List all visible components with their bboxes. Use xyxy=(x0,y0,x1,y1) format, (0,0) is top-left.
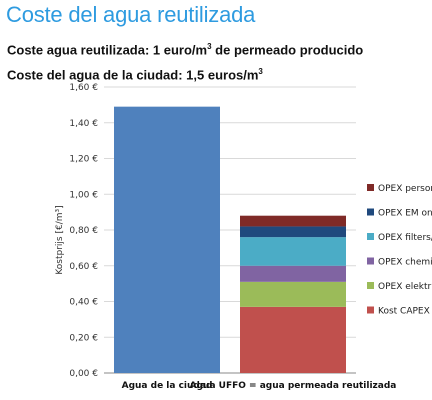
slide-title: Coste del agua reutilizada xyxy=(6,2,256,27)
x-category-label: Agua UFFO = agua permeada reutilizada xyxy=(190,381,397,391)
reused-water-cost-line: Coste agua reutilizada: 1 euro/m3 de per… xyxy=(7,42,363,57)
reused-water-cost-text: Coste agua reutilizada: 1 euro/m xyxy=(7,42,208,58)
legend-label: OPEX elektri xyxy=(378,282,432,292)
y-axis-ticks: 0,00 € 0,20 € 0,40 € 0,60 € 0,80 € 1,00 € 1,20… xyxy=(69,83,98,379)
legend-label: OPEX persor xyxy=(378,184,432,194)
y-tick-label: 0,80 € xyxy=(69,226,98,236)
bar-segment xyxy=(240,237,346,266)
bar-segment xyxy=(240,265,346,282)
bar-segment xyxy=(240,281,346,307)
bar-segment xyxy=(240,226,346,238)
y-tick-label: 0,60 € xyxy=(69,262,98,272)
legend-swatch xyxy=(367,208,374,216)
legend-label: Kost CAPEX a xyxy=(378,307,432,317)
legend-swatch xyxy=(367,233,374,240)
bar-segment xyxy=(240,306,346,373)
x-category-label: Agua de la ciudad xyxy=(122,381,213,391)
legend-label: OPEX filters/ xyxy=(378,233,432,243)
chart-bars xyxy=(114,106,346,373)
y-axis-label: Kostprijs [€/m³] xyxy=(55,205,65,274)
bar-segment xyxy=(240,215,346,227)
y-tick-label: 0,00 € xyxy=(69,369,98,379)
legend-swatch xyxy=(367,257,374,265)
y-tick-label: 0,40 € xyxy=(69,298,98,308)
legend-swatch xyxy=(367,282,374,289)
legend-swatch xyxy=(367,306,374,314)
reused-water-cost-tail: de permeado producido xyxy=(211,42,364,58)
legend-swatch xyxy=(367,184,374,191)
legend-label: OPEX chemic xyxy=(378,258,432,268)
y-tick-label: 1,60 € xyxy=(69,83,98,93)
reused-water-cost-superscript: 3 xyxy=(207,42,212,51)
y-tick-label: 1,00 € xyxy=(69,190,98,200)
y-tick-label: 0,20 € xyxy=(69,333,98,343)
city-water-cost-line: Coste del agua de la ciudad: 1,5 euros/m… xyxy=(7,67,263,82)
legend-label: OPEX EM on xyxy=(378,209,432,219)
city-water-cost-text: Coste del agua de la ciudad: 1,5 euros/m xyxy=(7,67,259,83)
bar-segment xyxy=(114,106,220,373)
chart-legend: OPEX persor OPEX EM on OPEX filters/OPEX c… xyxy=(367,184,432,317)
city-water-cost-superscript: 3 xyxy=(258,67,263,76)
y-tick-label: 1,20 € xyxy=(69,155,98,165)
y-tick-label: 1,40 € xyxy=(69,119,98,129)
